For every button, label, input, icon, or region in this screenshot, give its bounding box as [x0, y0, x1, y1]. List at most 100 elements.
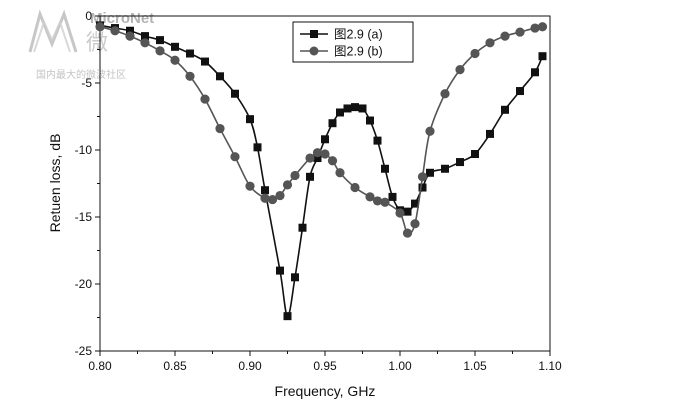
data-point-square: [388, 192, 397, 201]
data-point-circle: [365, 192, 375, 202]
data-point-circle: [305, 153, 315, 163]
series-a: [96, 21, 547, 321]
legend-marker-a: [310, 30, 318, 38]
x-tick-label: 1.00: [388, 359, 412, 373]
data-point-circle: [260, 193, 270, 203]
data-point-circle: [410, 219, 420, 229]
data-point-square: [186, 49, 194, 58]
data-point-square: [253, 143, 262, 152]
data-point-square: [156, 36, 164, 45]
data-point-square: [343, 104, 352, 113]
x-tick-label: 0.85: [163, 359, 187, 373]
data-point-square: [366, 116, 374, 125]
data-point-circle: [125, 31, 135, 41]
data-point-square: [501, 105, 509, 114]
data-point-circle: [245, 181, 255, 191]
data-point-circle: [537, 22, 548, 32]
data-point-circle: [515, 27, 525, 37]
data-point-square: [441, 164, 449, 173]
data-point-square: [283, 312, 292, 321]
watermark-brand: MicroNet: [90, 10, 154, 27]
data-point-square: [321, 135, 329, 144]
x-tick-label: 1.05: [463, 359, 487, 373]
data-point-square: [298, 223, 307, 232]
data-point-square: [358, 104, 367, 113]
y-tick-label: -15: [75, 210, 93, 224]
x-tick-label: 0.95: [313, 359, 337, 373]
data-point-circle: [200, 94, 210, 104]
data-point-square: [201, 57, 209, 66]
data-point-circle: [312, 148, 323, 158]
data-point-circle: [335, 168, 345, 178]
data-point-circle: [215, 123, 225, 134]
data-point-square: [403, 207, 412, 216]
data-point-square: [411, 199, 419, 208]
legend-label-a: 图2.9 (a): [334, 28, 383, 42]
data-point-circle: [230, 152, 240, 162]
data-point-circle: [485, 38, 495, 48]
data-point-square: [531, 68, 539, 77]
data-point-circle: [327, 156, 338, 166]
data-point-circle: [140, 38, 150, 48]
data-point-circle: [530, 23, 540, 33]
data-point-square: [336, 108, 344, 117]
data-point-circle: [275, 190, 285, 201]
data-point-circle: [425, 126, 435, 136]
series-b: [95, 22, 548, 238]
data-point-square: [373, 136, 382, 145]
data-point-circle: [185, 71, 195, 81]
y-axis-title: Retuen loss, dB: [47, 134, 63, 233]
data-point-square: [291, 273, 299, 282]
data-point-square: [276, 266, 284, 275]
data-point-circle: [500, 31, 510, 41]
series-line: [99, 24, 544, 317]
data-point-square: [171, 42, 179, 51]
data-point-circle: [110, 26, 120, 36]
data-point-circle: [170, 55, 180, 65]
data-point-square: [538, 52, 547, 61]
x-tick-label: 1.10: [538, 359, 562, 373]
axis-ticks: [95, 15, 551, 356]
watermark-glyph: 微: [86, 30, 108, 55]
data-point-square: [141, 32, 149, 41]
data-point-square: [486, 129, 494, 138]
data-point-circle: [372, 196, 383, 206]
data-point-circle: [282, 180, 293, 190]
y-tick-label: -5: [81, 76, 92, 90]
data-point-square: [306, 172, 314, 181]
data-point-circle: [417, 172, 428, 182]
data-point-circle: [267, 194, 278, 205]
y-tick-label: -25: [75, 344, 93, 358]
data-point-circle: [440, 89, 450, 99]
data-point-circle: [155, 46, 165, 56]
y-tick-label: 0: [85, 9, 92, 23]
data-point-square: [246, 115, 254, 124]
data-point-square: [328, 119, 337, 128]
legend-marker-b: [309, 46, 319, 56]
data-point-square: [313, 154, 322, 163]
axis-tick-labels: 0.80 0.85 0.90 0.95 1.00 1.05 1.10 0 -5 -10 -15 -20…: [75, 9, 562, 373]
data-point-square: [418, 183, 427, 192]
legend: 图2.9 (a) 图2.9 (b): [292, 21, 414, 63]
x-axis-title: Frequency, GHz: [275, 383, 376, 399]
data-point-circle: [350, 182, 360, 193]
watermark-tagline: 国内最大的微波社区: [36, 68, 126, 81]
data-point-square: [516, 87, 524, 96]
data-point-square: [231, 89, 239, 98]
x-tick-label: 0.90: [238, 359, 262, 373]
y-tick-label: -10: [75, 143, 93, 157]
y-tick-label: -20: [75, 277, 93, 291]
data-point-circle: [95, 22, 105, 32]
data-point-circle: [470, 48, 480, 59]
data-point-circle: [455, 65, 465, 75]
data-point-square: [261, 186, 269, 195]
data-point-circle: [402, 228, 413, 238]
plot-frame: [99, 15, 551, 352]
data-point-circle: [320, 149, 330, 159]
data-point-square: [126, 26, 134, 35]
data-point-circle: [395, 208, 405, 218]
data-point-square: [381, 164, 389, 173]
watermark-logo: [28, 9, 78, 53]
series-layer: [95, 21, 548, 321]
